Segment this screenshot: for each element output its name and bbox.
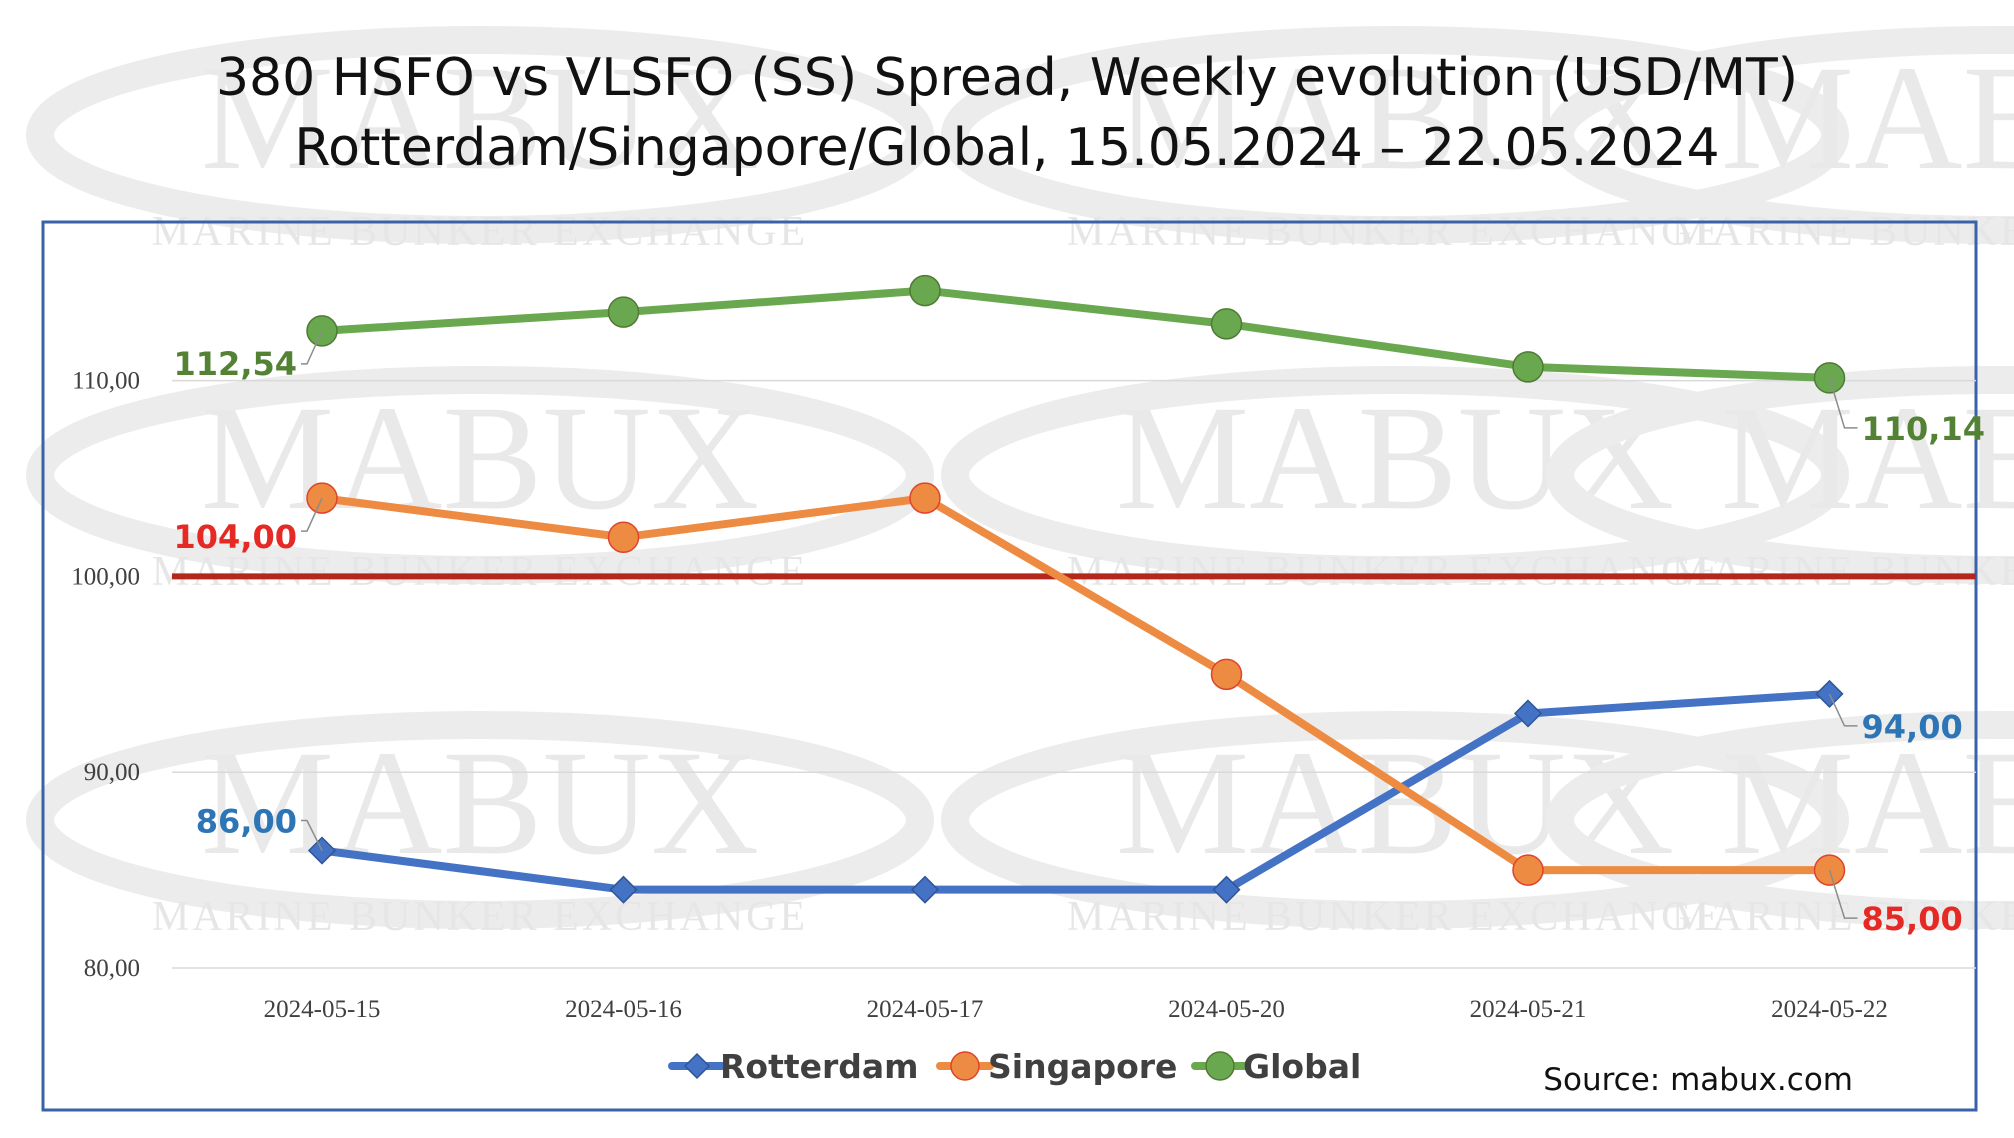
legend-label: Singapore (988, 1047, 1177, 1086)
legend-swatch-marker (1205, 1051, 1235, 1081)
y-tick-label: 80,00 (84, 955, 140, 982)
x-tick-label: 2024-05-16 (565, 996, 682, 1023)
plot-frame (41, 220, 1978, 1112)
watermark-logo: MABUX MARINE BUNKER EXCHANGE (26, 26, 934, 255)
data-point (909, 274, 941, 307)
y-tick-label: 90,00 (84, 759, 140, 786)
data-point (1212, 875, 1241, 904)
watermark-logo-text: MABUX (1721, 720, 2014, 886)
data-label: 104,00 (174, 518, 297, 556)
legend-item: Singapore (936, 1047, 1177, 1086)
data-point (910, 875, 940, 904)
leader-line (1828, 377, 1858, 429)
watermark-swoosh (1546, 711, 2014, 929)
series-line (318, 689, 1834, 894)
series-line (318, 286, 1834, 382)
series-rotterdam: 86,00 94,00 (196, 679, 1963, 904)
data-point (1512, 351, 1544, 383)
leader-line (1828, 869, 1858, 919)
watermark-logo-text: MABUX (1721, 35, 2014, 201)
watermark-tagline: MARINE BUNKER EXCHANGE (152, 209, 808, 255)
x-tick-label: 2024-05-22 (1771, 996, 1888, 1023)
y-tick-label: 110,00 (72, 368, 140, 395)
watermark-logo: MABUX MARINE BUNKER EXCHANGE (26, 711, 934, 940)
x-tick-label: 2024-05-17 (867, 996, 984, 1023)
leader-line (301, 819, 323, 851)
series-singapore: 104,00 85,00 (174, 482, 1963, 938)
data-point (607, 296, 640, 328)
watermark-logo: MABUX MARINE BUNKER EXCHANGE (1546, 26, 2014, 255)
watermark-tagline: MARINE BUNKER EXCHANGE (152, 894, 808, 940)
legend-swatch-marker (683, 1052, 711, 1080)
x-tick-label: 2024-05-21 (1470, 996, 1587, 1023)
watermark-logo-text: MABUX (201, 375, 759, 541)
watermark-logo: MABUX MARINE BUNKER EXCHANGE (1546, 366, 2014, 595)
x-tick-label: 2024-05-15 (264, 996, 381, 1023)
watermark-logo-text: MABUX (201, 720, 759, 886)
watermark-swoosh (1546, 366, 2014, 584)
watermark-tagline: MARINE BUNKER EXCHANGE (152, 549, 808, 595)
watermark-swoosh (26, 26, 934, 244)
legend: Rotterdam Singapore Global (668, 1047, 1361, 1086)
chart-subtitle: Rotterdam/Singapore/Global, 15.05.2024 –… (294, 118, 1720, 178)
watermark-swoosh (941, 26, 1849, 244)
watermark-tagline: MARINE BUNKER EXCHANGE (1067, 549, 1723, 595)
data-point (1210, 658, 1243, 691)
data-point (1513, 699, 1543, 728)
watermark-tagline: MARINE BUNKER EXCHANGE (1672, 894, 2014, 940)
watermark-logo: MABUX MARINE BUNKER EXCHANGE (1546, 711, 2014, 940)
legend-item: Global (1191, 1047, 1361, 1086)
watermark-tagline: MARINE BUNKER EXCHANGE (1672, 209, 2014, 255)
data-label: 85,00 (1862, 900, 1963, 938)
watermark-swoosh (1546, 26, 2014, 244)
watermark-tagline: MARINE BUNKER EXCHANGE (1067, 209, 1723, 255)
source-note: Source: mabux.com (1543, 1062, 1853, 1098)
legend-label: Rotterdam (720, 1047, 919, 1086)
x-tick-label: 2024-05-20 (1168, 996, 1285, 1023)
data-label: 112,54 (174, 345, 297, 383)
legend-item: Rotterdam (668, 1047, 919, 1086)
chart-title: 380 HSFO vs VLSFO (SS) Spread, Weekly ev… (215, 48, 1799, 108)
data-label: 110,14 (1862, 410, 1985, 448)
leader-line (301, 330, 323, 365)
watermark-tagline: MARINE BUNKER EXCHANGE (1067, 894, 1723, 940)
legend-swatch-marker (950, 1051, 980, 1081)
data-point (306, 482, 338, 514)
series-global: 112,54 110,14 (174, 274, 1985, 448)
watermark-swoosh (26, 711, 934, 929)
data-label: 94,00 (1862, 708, 1963, 746)
watermark-logo-text: MABUX (1721, 375, 2014, 541)
watermark-logo: MABUX MARINE BUNKER EXCHANGE (26, 366, 934, 595)
data-point (1512, 854, 1544, 886)
data-point (609, 875, 638, 904)
leader-line (1828, 693, 1858, 727)
watermark-logo-text: MABUX (201, 35, 759, 201)
series-line (318, 494, 1834, 875)
legend-label: Global (1243, 1047, 1361, 1086)
watermark-swoosh (941, 711, 1849, 929)
data-point (1210, 308, 1243, 340)
data-point (607, 521, 640, 554)
watermark-tagline: MARINE BUNKER EXCHANGE (1672, 549, 2014, 595)
y-tick-label: 100,00 (71, 563, 140, 590)
data-label: 86,00 (196, 803, 297, 841)
data-point (909, 482, 941, 514)
leader-line (301, 497, 323, 532)
